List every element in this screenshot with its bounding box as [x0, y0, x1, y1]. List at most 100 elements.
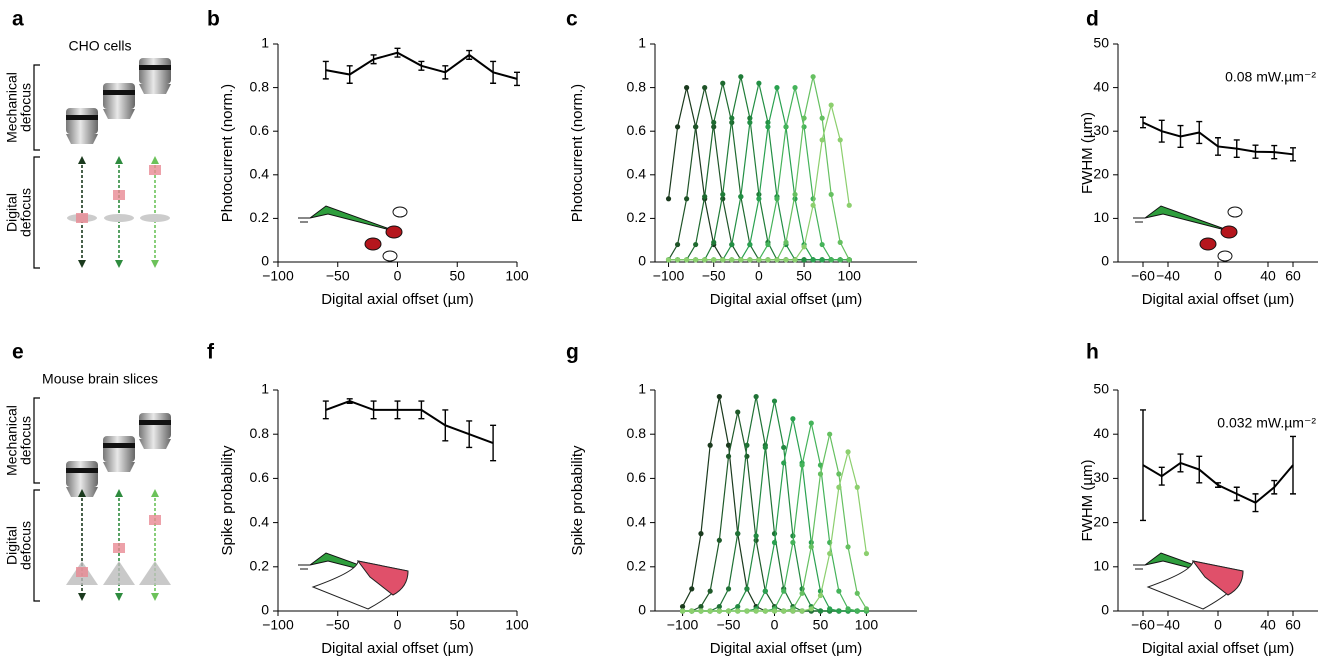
- data-point: [756, 196, 762, 202]
- data-point: [792, 191, 798, 198]
- objective-band: [139, 65, 171, 70]
- data-point: [744, 586, 750, 592]
- error-bar: [514, 71, 520, 87]
- data-point: [774, 257, 780, 263]
- y-tick-label: 0: [261, 253, 269, 269]
- data-point: [836, 608, 842, 614]
- data-line: [682, 396, 867, 612]
- y-tick-label: 0: [638, 253, 646, 269]
- y-tick-label: 30: [1093, 469, 1109, 485]
- data-point: [674, 241, 681, 248]
- error-bar: [394, 400, 401, 420]
- objective-band: [66, 468, 98, 473]
- bracket: [33, 64, 40, 151]
- x-tick-label: 50: [813, 617, 829, 633]
- y-tick-label: 10: [1093, 558, 1109, 574]
- data-point: [771, 608, 778, 614]
- data-point: [707, 608, 713, 614]
- objective: [103, 436, 135, 462]
- data-point: [810, 196, 816, 202]
- error-bar: [1215, 137, 1221, 156]
- x-tick-label: 50: [796, 268, 812, 284]
- objective-tip: [139, 84, 171, 94]
- data-point: [747, 119, 753, 126]
- y-tick-label: 0.4: [250, 166, 270, 182]
- data-point: [698, 531, 704, 537]
- data-point: [781, 588, 787, 594]
- data-line: [668, 87, 850, 261]
- data-point: [735, 531, 741, 537]
- objective: [103, 83, 135, 109]
- data-point: [689, 586, 695, 592]
- data-point: [720, 80, 726, 86]
- cell: [1217, 250, 1233, 262]
- data-point: [845, 606, 851, 612]
- data-point: [792, 85, 798, 91]
- error-bar: [322, 400, 329, 420]
- x-tick-label: −60: [1131, 268, 1155, 284]
- error-bar: [370, 400, 377, 420]
- y-axis-label: Photocurrent (norm.): [219, 84, 236, 222]
- data-point: [828, 191, 834, 198]
- data-point: [774, 85, 780, 91]
- y-tick-label: 1: [261, 381, 269, 397]
- x-tick-label: −100: [667, 617, 699, 633]
- data-point: [753, 533, 759, 539]
- x-tick-label: 0: [1214, 617, 1222, 633]
- data-point: [756, 80, 762, 86]
- data-point: [827, 606, 833, 612]
- data-point: [799, 608, 805, 614]
- data-point: [801, 115, 807, 121]
- data-point: [729, 257, 735, 263]
- x-tick-label: −50: [326, 617, 350, 633]
- x-tick-label: 100: [855, 617, 879, 633]
- slice-red: [356, 560, 409, 596]
- data-point: [846, 202, 852, 208]
- y-tick-label: 0.8: [250, 78, 270, 94]
- data-point: [738, 74, 744, 80]
- data-point: [781, 444, 787, 451]
- data-point: [747, 257, 753, 263]
- data-point: [711, 257, 717, 263]
- data-point: [698, 608, 704, 614]
- data-point: [837, 137, 843, 143]
- y-tick-label: 10: [1093, 209, 1109, 225]
- error-bar: [346, 65, 353, 84]
- data-point: [720, 257, 726, 263]
- y-tick-label: 30: [1093, 122, 1109, 138]
- bracket: [33, 489, 40, 602]
- y-tick-label: 20: [1093, 166, 1109, 182]
- y-tick-label: 0.2: [250, 209, 270, 225]
- panel-letter: f: [207, 341, 215, 364]
- error-bar: [1140, 409, 1146, 522]
- data-point: [836, 471, 842, 477]
- data-point: [735, 603, 741, 610]
- x-axis-label: Digital axial offset (µm): [710, 291, 863, 308]
- y-tick-label: 0.8: [627, 78, 647, 94]
- data-point: [819, 257, 825, 263]
- bracket: [33, 156, 40, 269]
- data-point: [762, 608, 768, 614]
- x-tick-label: 60: [1285, 268, 1301, 284]
- cell: [1227, 206, 1243, 218]
- y-tick-label: 0: [261, 602, 269, 618]
- x-tick-label: 50: [449, 268, 465, 284]
- bracket-label: defocus: [18, 521, 34, 570]
- x-tick-label: −50: [702, 268, 726, 284]
- y-tick-label: 0.2: [250, 558, 270, 574]
- y-tick-label: 0.4: [627, 166, 647, 182]
- y-tick-label: 40: [1093, 425, 1109, 441]
- data-point: [747, 241, 753, 248]
- data-point: [799, 590, 805, 596]
- y-axis-label: Spike probability: [219, 445, 236, 556]
- data-point: [810, 257, 816, 263]
- data-point: [819, 241, 825, 248]
- x-tick-label: −40: [1156, 617, 1180, 633]
- x-tick-label: 60: [1285, 617, 1301, 633]
- y-tick-label: 0.6: [250, 469, 270, 485]
- data-point: [808, 544, 814, 550]
- y-tick-label: 0.4: [250, 513, 270, 529]
- objective-tip: [103, 462, 135, 472]
- focal-spot: [149, 165, 161, 175]
- panel-letter: e: [12, 341, 24, 364]
